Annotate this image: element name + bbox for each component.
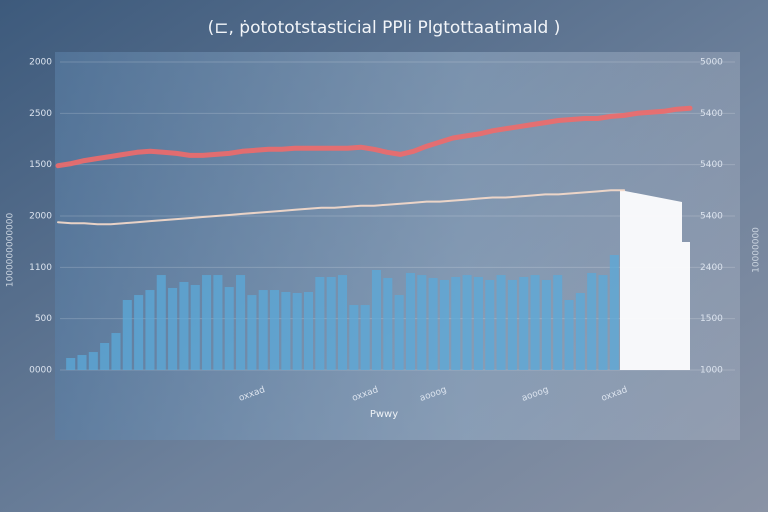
bar xyxy=(394,295,404,370)
y2-tick-label: 5400 xyxy=(700,160,723,170)
y-tick-label: 2000 xyxy=(29,58,52,68)
y2-tick-label: 5400 xyxy=(700,212,723,222)
bar xyxy=(156,275,166,370)
bar xyxy=(224,287,234,370)
bar xyxy=(270,290,280,370)
y-tick-label: 2000 xyxy=(29,212,52,222)
y-tick-label: 1100 xyxy=(29,263,52,273)
chart-title: (⊏, ṗotototstasticial PPli Plgtottaatima… xyxy=(208,18,561,38)
y-tick-label: 0000 xyxy=(29,366,52,376)
bar xyxy=(281,291,291,370)
bar xyxy=(519,276,529,370)
bar xyxy=(587,272,597,370)
bar xyxy=(337,275,348,370)
bar xyxy=(360,305,370,370)
bar xyxy=(179,282,189,370)
y-axis-label: 1000000000000 xyxy=(6,213,16,288)
y2-axis-label: 10000000 xyxy=(752,227,762,273)
bar xyxy=(428,278,438,370)
bar xyxy=(383,278,393,370)
y2-tick-label: 1500 xyxy=(700,314,723,324)
bar xyxy=(66,357,76,370)
bar xyxy=(598,275,608,370)
line-series xyxy=(57,189,626,226)
bar xyxy=(530,275,540,370)
y2-tick-label: 1000 xyxy=(700,366,723,376)
bar xyxy=(258,290,268,370)
bar xyxy=(575,293,585,370)
bar xyxy=(315,276,325,370)
bar xyxy=(122,299,132,370)
bar xyxy=(496,275,506,370)
bar xyxy=(236,275,246,370)
bar xyxy=(100,342,110,370)
bar xyxy=(292,293,302,370)
y2-tick-label: 5000 xyxy=(700,58,723,68)
bar xyxy=(134,295,144,370)
bar xyxy=(439,279,449,370)
bar xyxy=(507,279,517,370)
x-axis-label: Pwwy xyxy=(370,409,398,420)
highlight-block xyxy=(620,190,690,370)
bar xyxy=(405,272,415,370)
bar xyxy=(553,275,563,370)
bar xyxy=(609,255,619,370)
bar xyxy=(303,291,314,370)
bar xyxy=(451,276,461,370)
bar xyxy=(190,284,200,370)
y-tick-label: 2500 xyxy=(29,109,52,119)
bar xyxy=(88,352,98,370)
bar xyxy=(564,299,574,370)
bar xyxy=(473,276,483,370)
bar xyxy=(485,279,495,370)
bar xyxy=(111,333,121,370)
bar xyxy=(77,355,87,370)
bar xyxy=(462,275,472,370)
bar xyxy=(145,290,155,370)
bar xyxy=(247,295,257,370)
bar xyxy=(417,275,427,370)
bar xyxy=(349,305,359,370)
bar xyxy=(168,287,178,370)
bar xyxy=(541,279,551,370)
bar xyxy=(213,275,223,370)
bar xyxy=(326,276,336,370)
line-series xyxy=(55,105,693,169)
y-tick-label: 1500 xyxy=(29,160,52,170)
y2-tick-label: 5400 xyxy=(700,109,723,119)
y2-tick-label: 2400 xyxy=(700,263,723,273)
bar xyxy=(202,275,212,370)
y-tick-label: 500 xyxy=(35,314,52,324)
bar xyxy=(371,270,382,370)
